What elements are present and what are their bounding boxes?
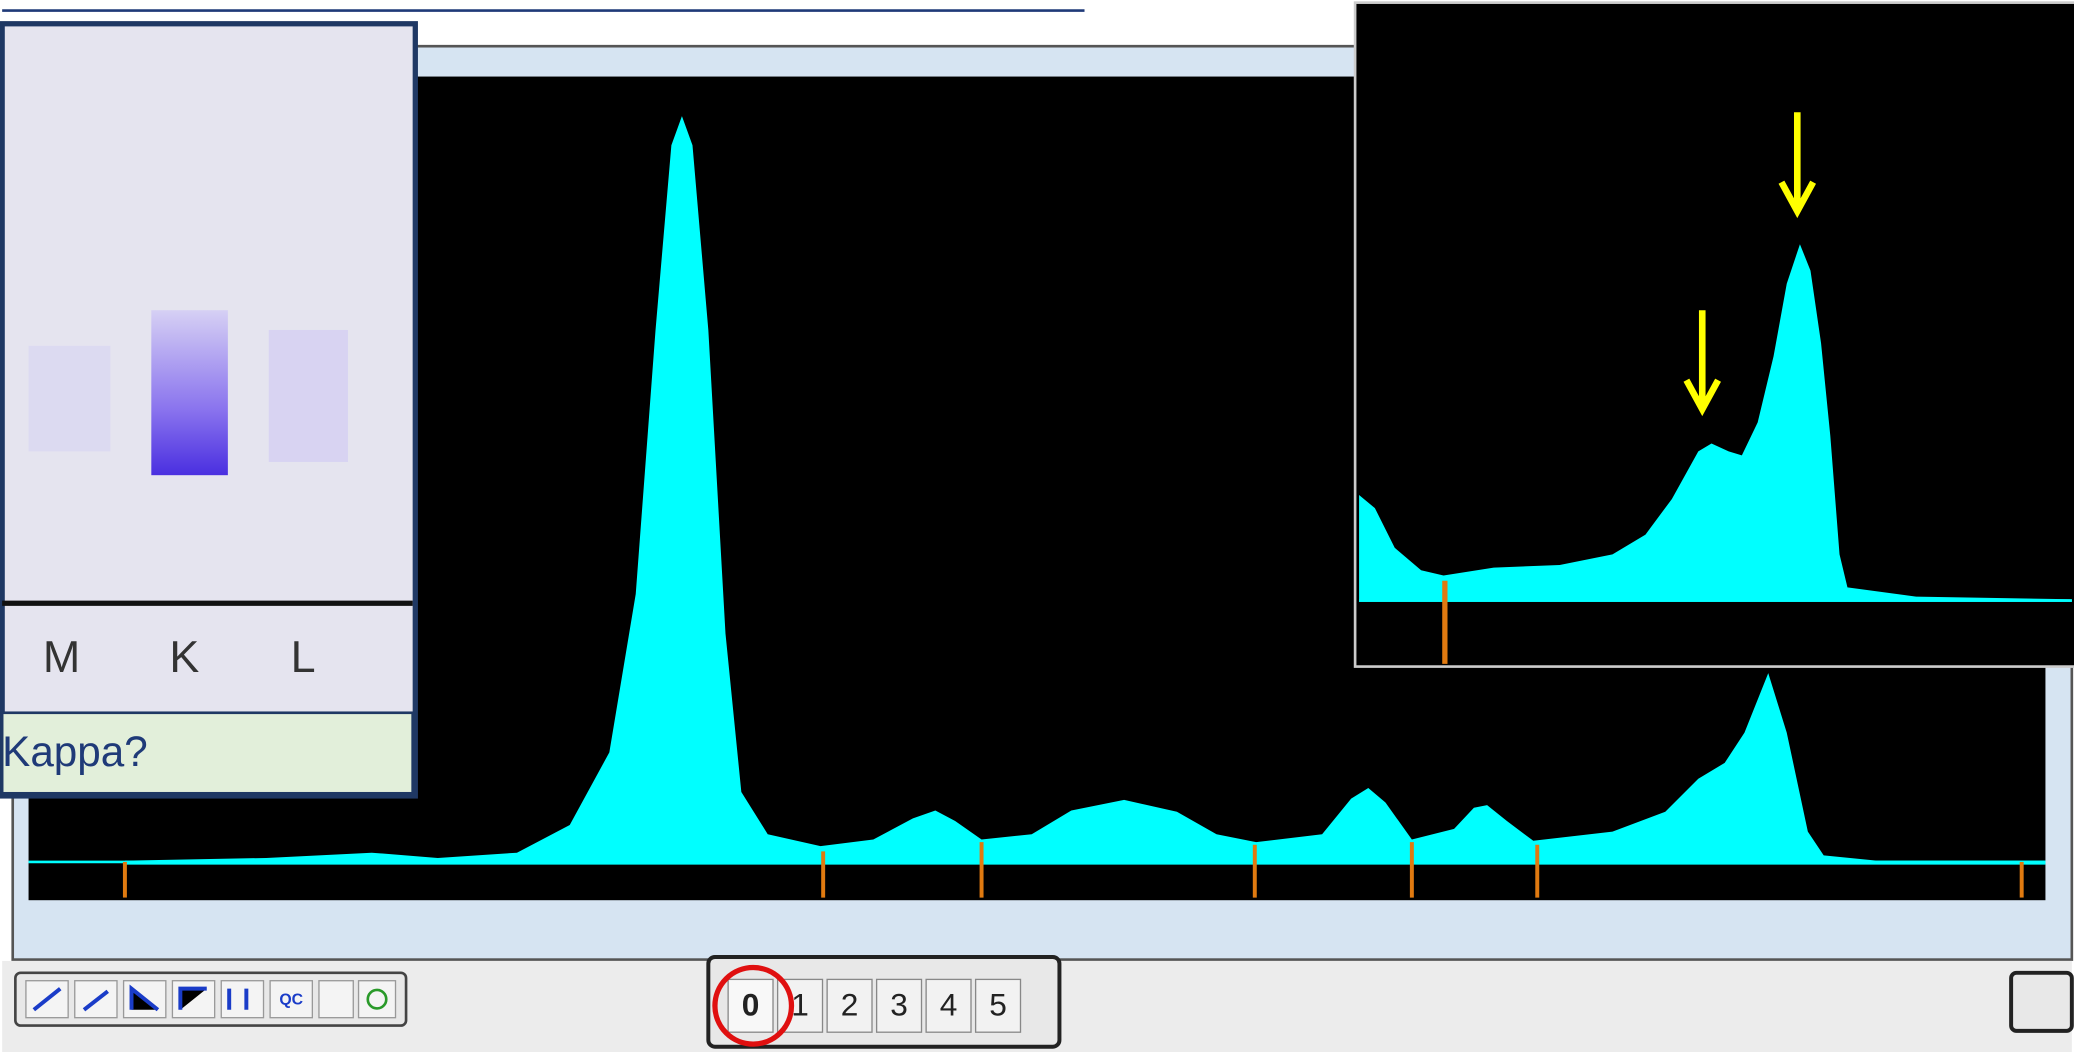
page-button-label: 5: [989, 986, 1007, 1022]
page-button-label: 4: [940, 986, 958, 1022]
lane-band-l: [269, 330, 348, 462]
page-button-label: 2: [841, 986, 859, 1022]
lane-band-k: [151, 310, 228, 475]
lane-label: K: [169, 631, 199, 682]
lane-label: M: [43, 631, 80, 682]
page: QC 012345 MKL Kappa? (() => { const data…: [0, 0, 2074, 1052]
page-button-label: 0: [742, 986, 760, 1022]
screenshot: QC 012345 MKL Kappa?: [0, 0, 2074, 1052]
right-tool[interactable]: [2011, 973, 2072, 1031]
lane-band-m: [29, 346, 111, 452]
lane-label: L: [291, 631, 316, 682]
page-button-label: 3: [890, 986, 908, 1022]
tool-icons: [26, 981, 396, 1018]
qc-label: QC: [279, 992, 303, 1009]
caption: Kappa?: [2, 728, 148, 775]
